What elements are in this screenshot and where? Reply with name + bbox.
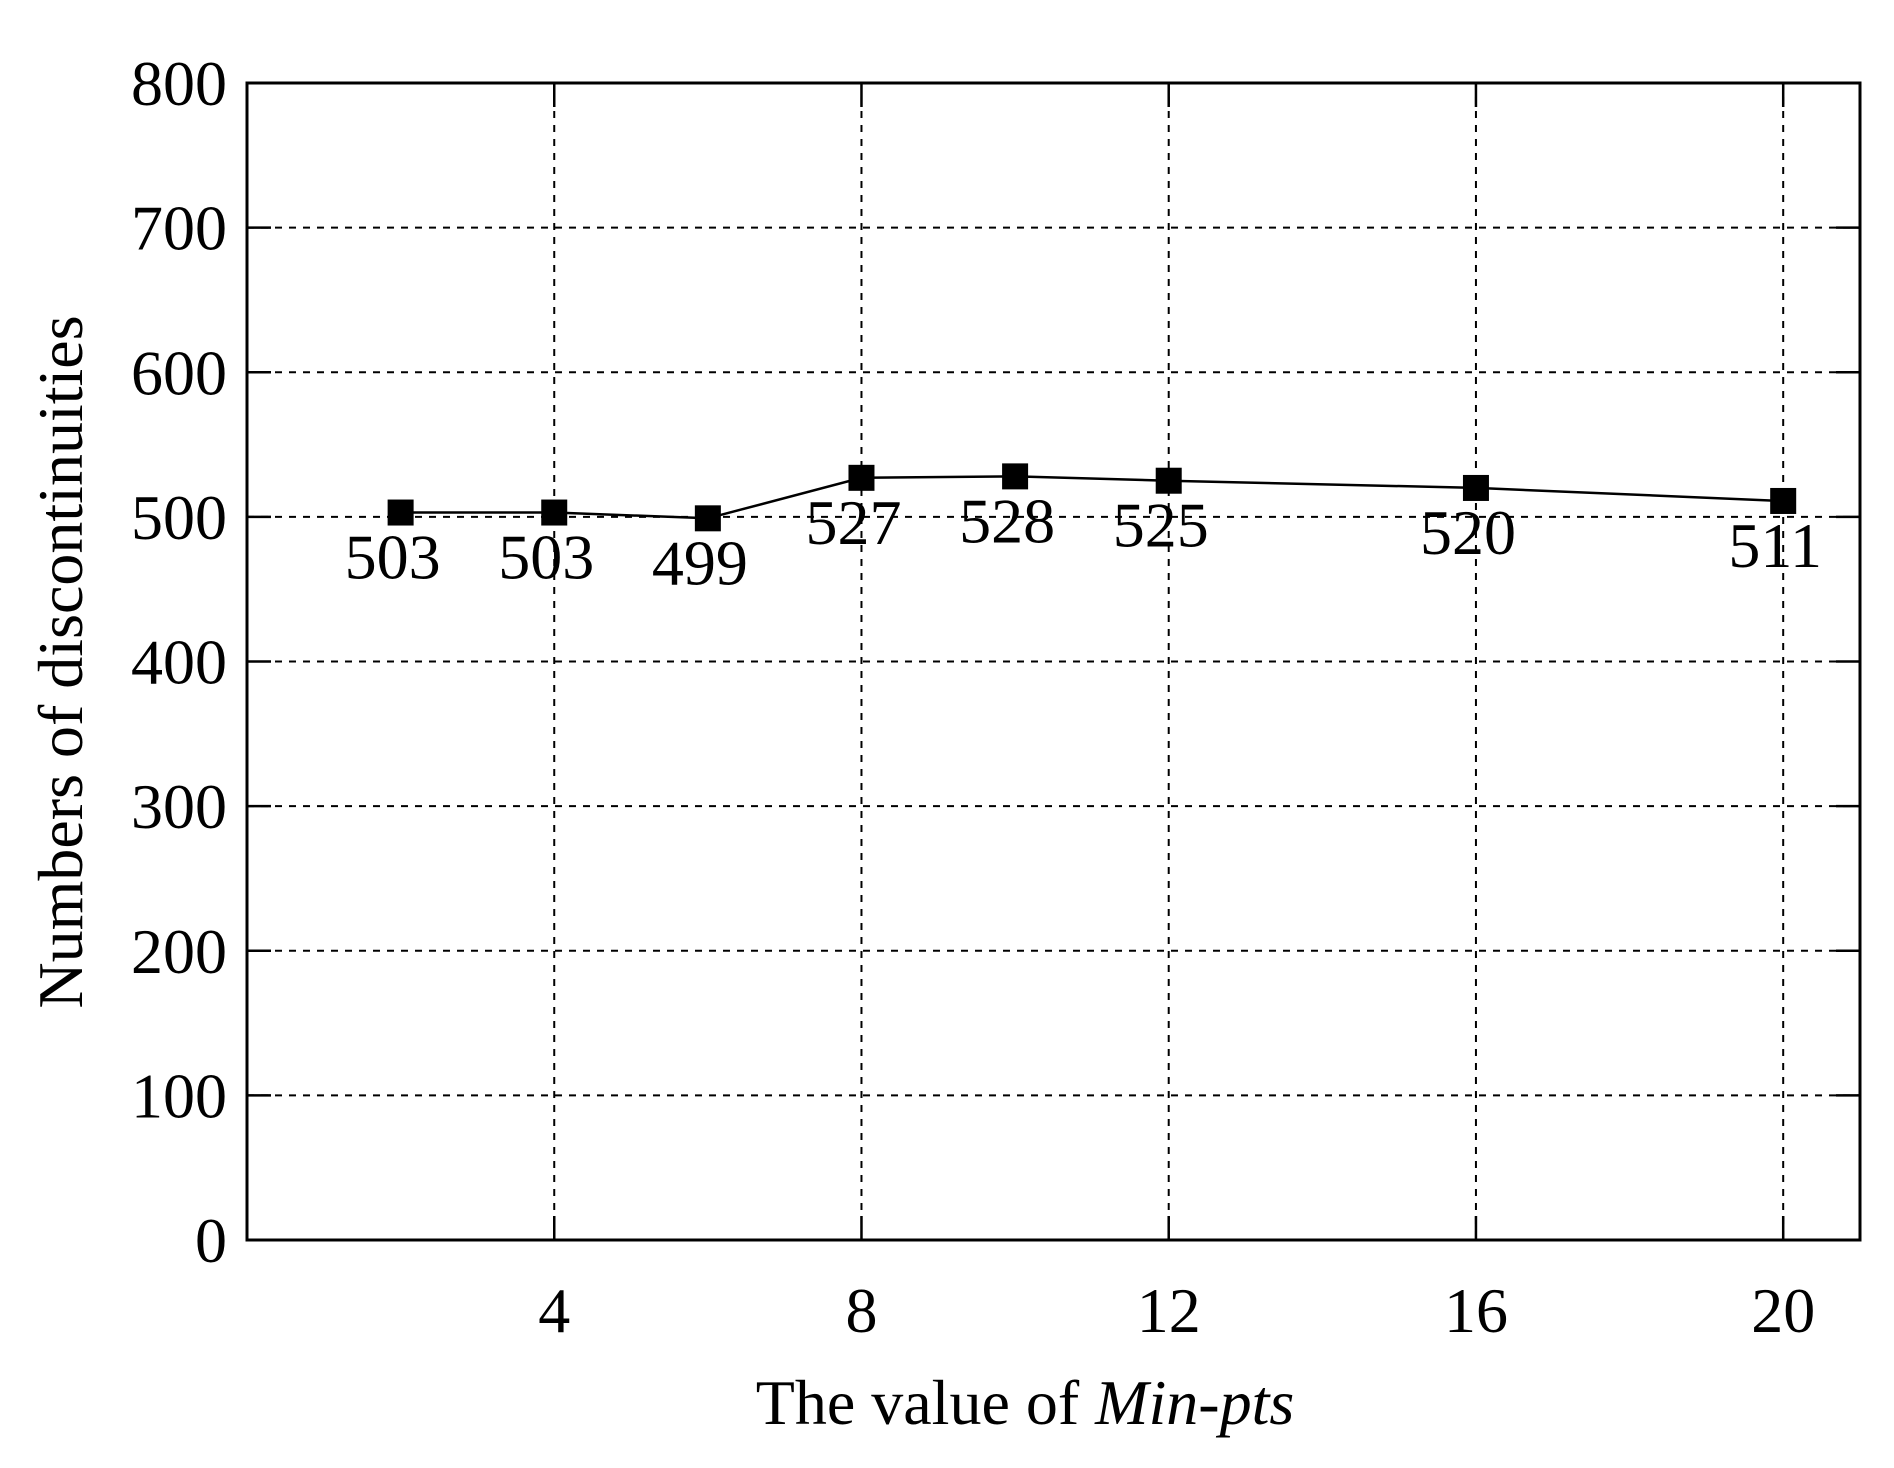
x-axis-title-italic: Min-pts bbox=[1094, 1367, 1294, 1438]
y-axis-title: Numbers of discontinuities bbox=[25, 315, 96, 1008]
data-point-marker bbox=[1002, 463, 1029, 490]
y-tick-label: 600 bbox=[131, 337, 227, 408]
y-tick-label: 700 bbox=[131, 193, 227, 264]
plot-frame bbox=[245, 81, 1862, 1242]
y-tick-label: 800 bbox=[131, 48, 227, 119]
y-tick-label: 0 bbox=[195, 1205, 227, 1276]
data-point-marker bbox=[848, 464, 875, 491]
data-point-label: 511 bbox=[1728, 510, 1822, 581]
x-tick-label: 16 bbox=[1444, 1275, 1508, 1346]
x-tick-label: 20 bbox=[1751, 1275, 1815, 1346]
x-tick-label: 12 bbox=[1137, 1275, 1201, 1346]
data-point-label: 499 bbox=[652, 527, 748, 598]
data-point-label: 528 bbox=[959, 485, 1055, 556]
x-axis-title-main: The value of bbox=[756, 1367, 1095, 1438]
data-point-label: 503 bbox=[345, 522, 441, 593]
x-axis-title: The value of Min-pts bbox=[756, 1367, 1295, 1438]
series-polyline bbox=[400, 475, 1784, 520]
data-labels: 503 503 499 527 528 525 520 511 bbox=[345, 485, 1822, 598]
data-point-marker bbox=[1462, 474, 1489, 501]
data-point-marker bbox=[1770, 487, 1797, 514]
data-point-marker bbox=[541, 499, 568, 526]
data-point-marker bbox=[1155, 467, 1182, 494]
y-tick-label: 300 bbox=[131, 771, 227, 842]
data-point-label: 527 bbox=[805, 487, 901, 558]
y-tick-label: 500 bbox=[131, 482, 227, 553]
data-point-label: 503 bbox=[498, 522, 594, 593]
y-tick-label: 400 bbox=[131, 627, 227, 698]
x-tick-label: 8 bbox=[845, 1275, 877, 1346]
data-point-marker bbox=[694, 505, 721, 532]
data-point-label: 525 bbox=[1113, 490, 1209, 561]
data-point-label: 520 bbox=[1420, 497, 1516, 568]
grid-lines bbox=[247, 83, 1860, 1240]
series-line bbox=[400, 475, 1784, 520]
y-axis-tick-labels: 0 100 200 300 400 500 600 700 800 bbox=[131, 48, 227, 1276]
y-tick-label: 100 bbox=[131, 1060, 227, 1131]
y-tick-label: 200 bbox=[131, 916, 227, 987]
data-markers bbox=[387, 463, 1797, 532]
x-tick-label: 4 bbox=[538, 1275, 570, 1346]
x-axis-tick-labels: 4 8 12 16 20 bbox=[538, 1275, 1815, 1346]
data-point-marker bbox=[387, 499, 414, 526]
axis-ticks bbox=[247, 83, 1860, 1240]
